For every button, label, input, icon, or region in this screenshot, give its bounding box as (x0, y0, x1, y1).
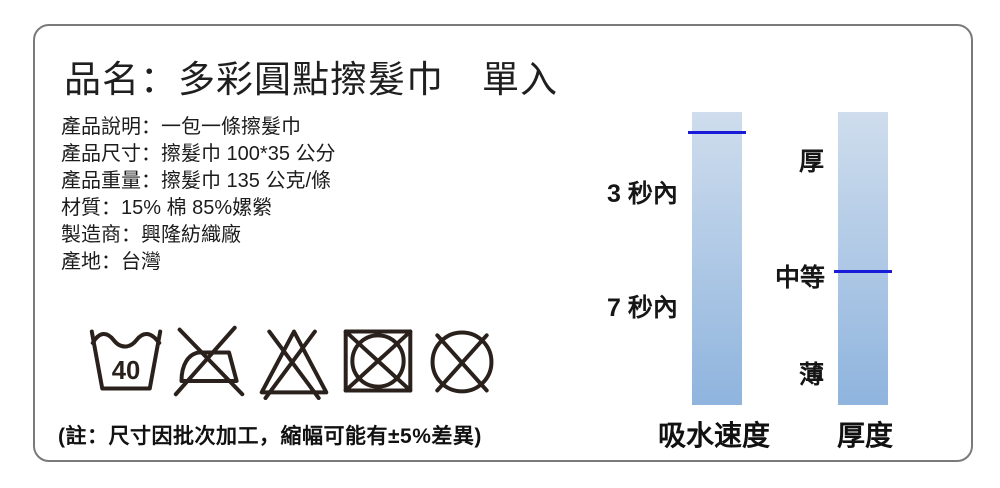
do-not-bleach-icon (259, 329, 329, 400)
thickness-scale-label-thick: 厚 (799, 148, 825, 176)
do-not-dry-clean-icon (430, 330, 494, 394)
wash-temperature: 40 (112, 357, 141, 385)
care-symbols-row: 40 (88, 322, 500, 400)
detail-line-weight: 產品重量：擦髮巾 135 公克/條 (61, 170, 332, 192)
detail-line-size: 產品尺寸：擦髮巾 100*35 公分 (61, 143, 336, 165)
detail-line-description: 產品說明：一包一條擦髮巾 (61, 116, 301, 138)
do-not-iron-icon (173, 325, 245, 397)
thickness-axis-title: 厚度 (837, 420, 894, 451)
detail-line-manufacturer: 製造商：興隆紡織廠 (61, 224, 241, 246)
product-title: 品名：多彩圓點擦髮巾 單入 (64, 59, 558, 100)
thickness-indicator-line (834, 269, 892, 273)
absorption-speed-bar (688, 112, 746, 405)
absorption-indicator-line (688, 131, 746, 135)
thickness-scale-label-medium: 中等 (775, 264, 826, 292)
thickness-bar (834, 112, 892, 405)
absorption-axis-title: 吸水速度 (658, 420, 771, 451)
detail-line-origin: 產地：台灣 (61, 251, 161, 273)
do-not-tumble-dry-icon (343, 329, 413, 393)
card-border (33, 24, 973, 462)
absorption-scale-label-slow: 7 秒內 (607, 294, 678, 322)
detail-line-material: 材質：15% 棉 85%嫘縈 (61, 197, 273, 219)
absorption-scale-label-fast: 3 秒內 (607, 180, 678, 208)
size-note: (註：尺寸因批次加工，縮幅可能有±5%差異) (58, 425, 482, 448)
thickness-scale-label-thin: 薄 (799, 361, 825, 389)
machine-wash-40-icon: 40 (89, 329, 163, 391)
product-details: 產品說明：一包一條擦髮巾 產品尺寸：擦髮巾 100*35 公分 產品重量：擦髮巾… (61, 114, 336, 276)
